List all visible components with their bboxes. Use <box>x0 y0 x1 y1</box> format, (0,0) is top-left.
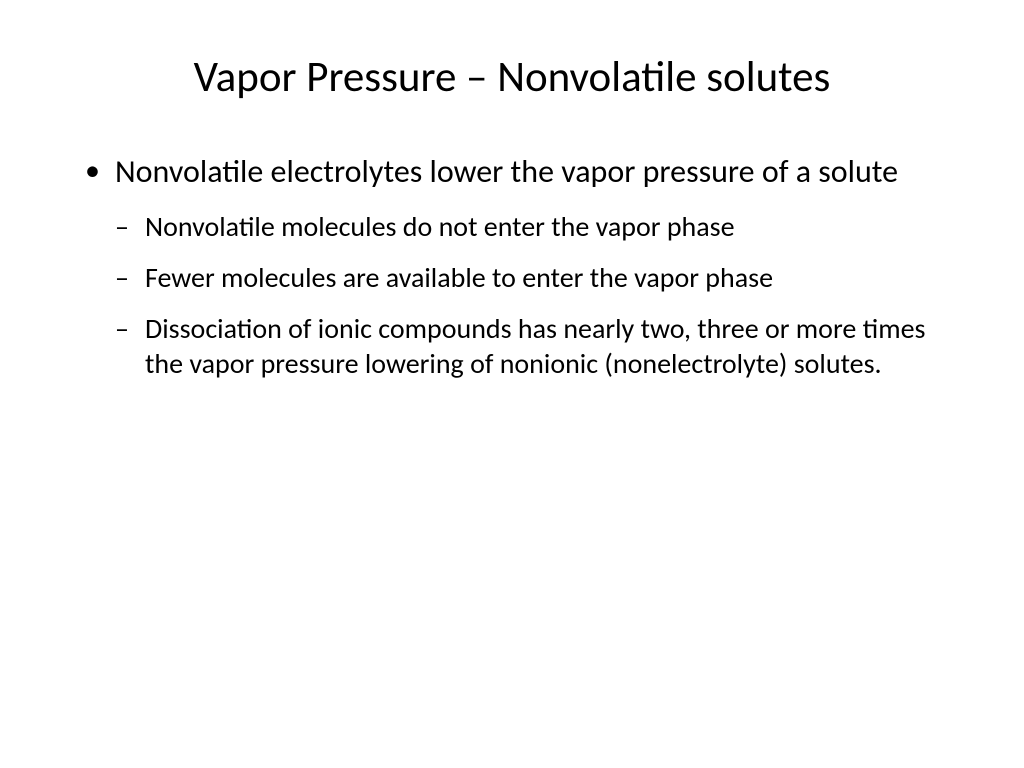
bullet-list-level1: Nonvolatile electrolytes lower the vapor… <box>80 153 964 191</box>
slide-title: Vapor Pressure – Nonvolatile solutes <box>60 50 964 103</box>
bullet-item-sub-3: Dissociation of ionic compounds has near… <box>110 311 964 381</box>
slide-container: Vapor Pressure – Nonvolatile solutes Non… <box>0 0 1024 768</box>
bullet-item-sub-1: Nonvolatile molecules do not enter the v… <box>110 209 964 244</box>
bullet-list-level2: Nonvolatile molecules do not enter the v… <box>80 209 964 381</box>
bullet-item-main: Nonvolatile electrolytes lower the vapor… <box>80 153 964 191</box>
bullet-item-sub-2: Fewer molecules are available to enter t… <box>110 260 964 295</box>
slide-content: Nonvolatile electrolytes lower the vapor… <box>60 153 964 381</box>
